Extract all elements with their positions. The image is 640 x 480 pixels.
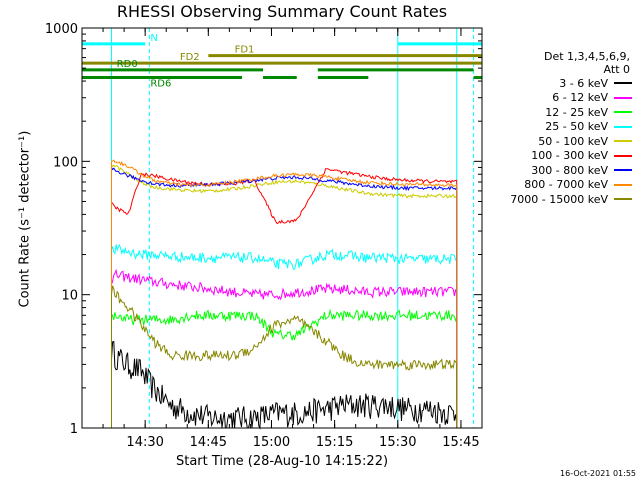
legend-swatch-8 <box>614 198 632 201</box>
x-tick-label-1: 14:45 <box>190 435 227 450</box>
series-line-4 <box>111 163 458 428</box>
legend-swatch-0 <box>614 82 632 85</box>
legend-header-line-1: Det 1,3,4,5,6,9, <box>543 50 630 63</box>
legend-swatch-1 <box>614 96 632 99</box>
series-line-0 <box>111 340 458 430</box>
legend-label-1: 6 - 12 keV <box>552 91 608 105</box>
legend-entry-3: 25 - 50 keV <box>482 120 632 135</box>
legend-label-5: 100 - 300 keV <box>531 149 608 163</box>
chart-title: RHESSI Observing Summary Count Rates <box>116 2 448 21</box>
y-tick-label-3: 1000 <box>45 22 78 37</box>
y-tick-label-2: 100 <box>53 155 78 170</box>
flag-label-rd0: RD0 <box>117 59 138 70</box>
legend-swatch-4 <box>614 140 632 143</box>
flag-label-rd6: RD6 <box>150 79 171 90</box>
series-line-6 <box>111 165 458 428</box>
series-line-3 <box>111 243 458 428</box>
legend-entry-1: 6 - 12 keV <box>482 91 632 106</box>
series-line-2 <box>111 308 458 428</box>
legend-entry-7: 800 - 7000 keV <box>482 178 632 193</box>
legend-label-7: 800 - 7000 keV <box>524 178 608 192</box>
legend-items: 3 - 6 keV 6 - 12 keV 12 - 25 keV 25 - 50 ke… <box>482 76 632 207</box>
y-tick-label-0: 1 <box>70 422 78 437</box>
series-line-1 <box>111 268 458 428</box>
x-tick-label-2: 15:00 <box>253 435 290 450</box>
x-tick-label-5: 15:45 <box>442 435 479 450</box>
legend-entry-8: 7000 - 15000 keV <box>482 192 632 207</box>
legend-label-8: 7000 - 15000 keV <box>510 192 608 206</box>
legend-entry-5: 100 - 300 keV <box>482 149 632 164</box>
series-line-7 <box>111 159 458 428</box>
series-line-8 <box>111 285 458 428</box>
flag-label-fd1: FD1 <box>235 45 255 56</box>
legend-label-2: 12 - 25 keV <box>545 105 608 119</box>
x-tick-label-4: 15:30 <box>379 435 416 450</box>
timestamp: 16-Oct-2021 01:55 <box>560 469 636 478</box>
y-axis-label: Count Rate (s⁻¹ detector⁻¹) <box>17 130 33 308</box>
legend-entry-6: 300 - 800 keV <box>482 163 632 178</box>
x-axis-label: Start Time (28-Aug-10 14:15:22) <box>175 454 389 469</box>
flag-label-fd2: FD2 <box>180 52 200 63</box>
flag-label-n: N <box>150 33 157 44</box>
legend-entry-0: 3 - 6 keV <box>482 76 632 91</box>
legend-swatch-5 <box>614 154 632 157</box>
legend-swatch-6 <box>614 169 632 172</box>
legend-label-6: 300 - 800 keV <box>531 163 608 177</box>
y-tick-label-1: 10 <box>61 289 78 304</box>
legend-entry-2: 12 - 25 keV <box>482 105 632 120</box>
legend-header-line-2: Att 0 <box>603 63 630 76</box>
legend-swatch-7 <box>614 183 632 186</box>
x-tick-label-3: 15:15 <box>316 435 353 450</box>
legend-label-0: 3 - 6 keV <box>559 76 608 90</box>
legend-swatch-3 <box>614 125 632 128</box>
series-line-5 <box>111 168 458 428</box>
x-tick-label-0: 14:30 <box>126 435 163 450</box>
legend-label-3: 25 - 50 keV <box>545 120 608 134</box>
plot-frame <box>81 27 483 429</box>
legend: Det 1,3,4,5,6,9, Att 0 3 - 6 keV 6 - 12 k… <box>482 50 632 207</box>
legend-label-4: 50 - 100 keV <box>538 134 608 148</box>
legend-swatch-2 <box>614 111 632 114</box>
legend-entry-4: 50 - 100 keV <box>482 134 632 149</box>
